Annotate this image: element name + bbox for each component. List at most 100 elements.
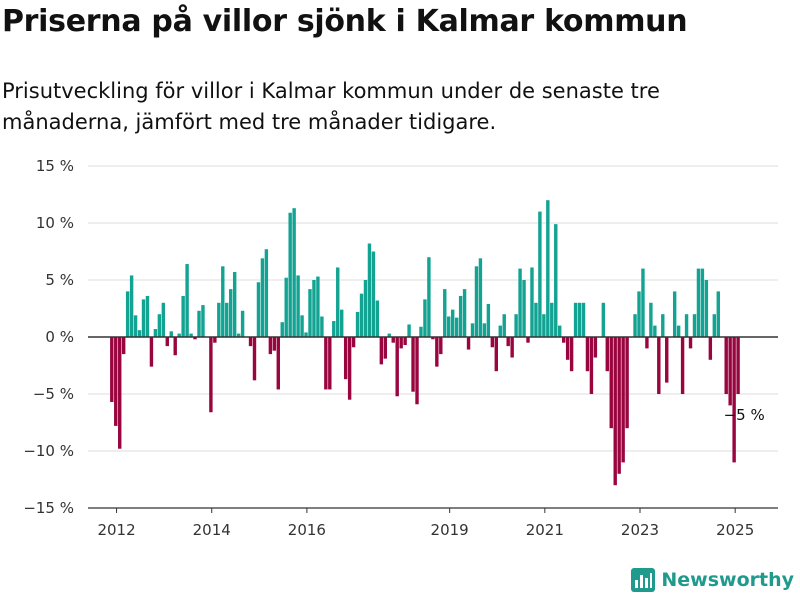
bar (581, 302, 586, 337)
bar (510, 337, 514, 358)
bar (502, 314, 506, 337)
bar (565, 337, 570, 360)
bar (221, 266, 225, 337)
bar (439, 337, 443, 355)
bar (332, 321, 336, 337)
bar (110, 337, 114, 402)
bar (454, 317, 459, 337)
bar (704, 280, 709, 337)
bar (125, 291, 130, 337)
bar (589, 337, 594, 394)
y-tick-label: −5 % (33, 385, 74, 403)
bar (732, 337, 736, 463)
bar (225, 302, 229, 337)
bar (268, 337, 273, 355)
bar (395, 337, 399, 397)
chart-title: Priserna på villor sjönk i Kalmar kommun (2, 4, 688, 39)
bar (149, 337, 154, 367)
brand-footer: Newsworthy (631, 568, 794, 592)
bar (296, 275, 300, 337)
bar (577, 302, 582, 337)
bar (482, 323, 487, 337)
x-tick-label: 2025 (716, 521, 754, 539)
bar (343, 337, 348, 380)
bar (716, 291, 720, 337)
bar (649, 302, 653, 337)
bar (700, 268, 705, 337)
bar (613, 337, 617, 486)
label-layer: 15 % 10 % 5 % 0 % −5 % −10 % −15 % 2012 2014 2016… (23, 157, 764, 539)
bar (569, 337, 574, 372)
bar (284, 277, 288, 337)
x-tick-label: 2016 (288, 521, 326, 539)
bar (260, 258, 265, 337)
bar (328, 337, 332, 390)
bar (324, 337, 328, 390)
bar (367, 243, 372, 337)
bar (538, 211, 542, 337)
bar (546, 200, 550, 337)
bar (114, 337, 118, 426)
bar (450, 309, 455, 337)
bar (185, 264, 189, 337)
bar (419, 326, 423, 337)
bar (300, 315, 304, 337)
bar (193, 337, 197, 340)
bar (672, 291, 677, 337)
bar (534, 302, 538, 337)
bar (391, 337, 395, 343)
bar (189, 333, 193, 337)
bar (411, 337, 415, 392)
bar (363, 280, 368, 337)
bar (355, 311, 360, 337)
bar (498, 325, 502, 337)
bars-layer (110, 200, 740, 486)
bar (542, 314, 546, 337)
bar (236, 333, 241, 337)
bar (336, 267, 340, 337)
bar (304, 332, 308, 337)
bar (522, 280, 526, 337)
bar (645, 337, 649, 349)
bar (145, 295, 150, 337)
bar (351, 337, 356, 348)
bar (530, 267, 534, 337)
bar (518, 268, 522, 337)
bar (486, 303, 491, 337)
bar (118, 337, 122, 449)
bar-chart: 15 % 10 % 5 % 0 % −5 % −10 % −15 % 2012 2014 2016… (23, 157, 778, 539)
bar (736, 337, 740, 394)
bar (462, 289, 467, 337)
bar (605, 337, 609, 372)
bar (601, 302, 606, 337)
bar (229, 289, 233, 337)
bar (423, 299, 427, 337)
bar (621, 337, 625, 463)
bar (431, 337, 435, 340)
bar (708, 337, 713, 360)
newsworthy-logo-icon (631, 568, 656, 592)
chart-subtitle: Prisutveckling för villor i Kalmar kommu… (2, 79, 660, 134)
bar (165, 337, 169, 347)
bar (415, 337, 419, 405)
latest-value-annotation: −5 % (724, 406, 765, 424)
bar (458, 295, 463, 337)
x-tick-label: 2023 (621, 521, 659, 539)
bar (177, 333, 181, 337)
bar (435, 337, 439, 367)
bar (264, 249, 269, 337)
x-tick-label: 2012 (97, 521, 135, 539)
y-tick-label: −15 % (23, 499, 74, 517)
bar (728, 337, 732, 406)
bar (403, 337, 407, 345)
bar (506, 337, 510, 347)
bar (173, 337, 177, 356)
bar (387, 333, 391, 337)
bar (141, 299, 146, 337)
bar (712, 314, 717, 337)
bar (427, 257, 431, 337)
bar (554, 224, 558, 337)
bar (478, 258, 483, 337)
bar (248, 337, 253, 347)
bar (201, 305, 205, 337)
